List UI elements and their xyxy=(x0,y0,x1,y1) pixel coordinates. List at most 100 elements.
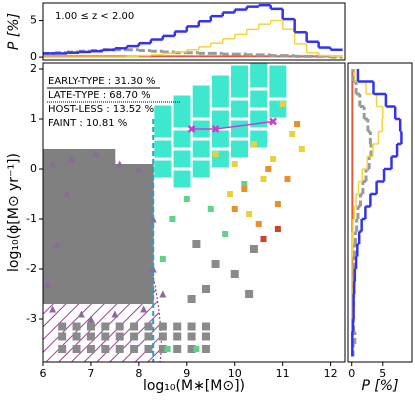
point xyxy=(201,285,210,293)
point xyxy=(260,176,267,182)
point xyxy=(269,80,287,98)
point xyxy=(49,305,57,313)
x-tick-label: 10 xyxy=(228,367,242,380)
point xyxy=(76,244,97,264)
point xyxy=(230,270,239,278)
point xyxy=(201,322,210,331)
top-frame xyxy=(42,2,346,61)
point xyxy=(231,120,249,138)
point xyxy=(87,315,95,323)
point xyxy=(76,149,97,169)
point xyxy=(144,322,153,331)
point xyxy=(77,310,85,318)
point xyxy=(133,284,154,304)
point xyxy=(49,160,57,168)
point xyxy=(154,140,172,158)
x-tick-label: 6 xyxy=(40,367,47,380)
stat-label: EARLY-TYPE : 31.30 % xyxy=(48,76,156,87)
point xyxy=(269,117,277,126)
point xyxy=(183,196,190,202)
point xyxy=(274,201,281,207)
y-tick-label: 0 xyxy=(30,162,37,175)
point xyxy=(95,184,116,204)
point xyxy=(43,184,58,204)
y-tick-label: -2 xyxy=(26,262,37,275)
point xyxy=(201,345,210,353)
point xyxy=(95,284,116,304)
point xyxy=(211,130,229,148)
point xyxy=(173,345,182,353)
point xyxy=(56,204,77,224)
point xyxy=(86,345,95,353)
point xyxy=(207,206,214,212)
point xyxy=(211,125,220,133)
point xyxy=(58,345,67,353)
x-tick-label: 11 xyxy=(276,367,290,380)
point xyxy=(192,140,210,158)
point xyxy=(173,130,191,148)
point xyxy=(231,140,249,158)
point xyxy=(173,95,191,113)
point xyxy=(154,105,172,123)
point xyxy=(260,236,267,242)
point xyxy=(192,100,210,118)
point xyxy=(246,211,253,217)
point xyxy=(250,63,268,78)
point xyxy=(250,90,268,108)
point xyxy=(231,65,249,83)
y-tick-label: -1 xyxy=(26,212,37,225)
point xyxy=(192,160,210,178)
y-axis-label: log₁₀(ϕ[M⊙ yr⁻¹]) xyxy=(6,153,22,272)
point xyxy=(211,260,220,268)
point xyxy=(231,100,249,118)
point xyxy=(245,290,254,298)
point xyxy=(144,332,153,341)
point xyxy=(255,221,262,227)
x-axis-label: log₁₀(M∗[M⊙]) xyxy=(143,378,245,394)
point xyxy=(56,264,77,284)
point xyxy=(269,65,287,83)
x-tick-label: 5 xyxy=(379,367,386,380)
point xyxy=(270,156,277,162)
point xyxy=(133,224,154,244)
point xyxy=(154,120,172,138)
point xyxy=(149,265,157,273)
point xyxy=(144,345,153,353)
point xyxy=(111,310,119,318)
point xyxy=(187,125,196,133)
point xyxy=(159,256,166,262)
point xyxy=(63,190,71,198)
point xyxy=(226,191,233,197)
point xyxy=(76,284,97,304)
y-tick-label: 0 xyxy=(30,50,37,63)
point xyxy=(86,322,95,331)
y-axis-label: P [%] xyxy=(6,13,22,50)
point xyxy=(72,322,81,331)
point xyxy=(298,146,305,152)
point xyxy=(114,244,135,264)
point xyxy=(231,161,238,167)
point xyxy=(44,280,52,288)
point xyxy=(294,121,301,127)
stat-label: LATE-TYPE : 68.70 % xyxy=(48,90,151,101)
point xyxy=(192,85,210,103)
point xyxy=(250,141,257,147)
point xyxy=(115,345,124,353)
point xyxy=(130,345,139,353)
point xyxy=(76,184,97,204)
point xyxy=(187,345,196,353)
point xyxy=(201,332,210,341)
point xyxy=(231,80,249,98)
point xyxy=(173,332,182,341)
point xyxy=(211,75,229,93)
point xyxy=(114,264,135,284)
point xyxy=(58,332,67,341)
right-hist xyxy=(350,69,403,357)
point xyxy=(154,160,172,178)
point xyxy=(114,284,135,304)
point xyxy=(101,322,110,331)
main-plot xyxy=(43,63,305,362)
point xyxy=(101,345,110,353)
point xyxy=(284,176,291,182)
